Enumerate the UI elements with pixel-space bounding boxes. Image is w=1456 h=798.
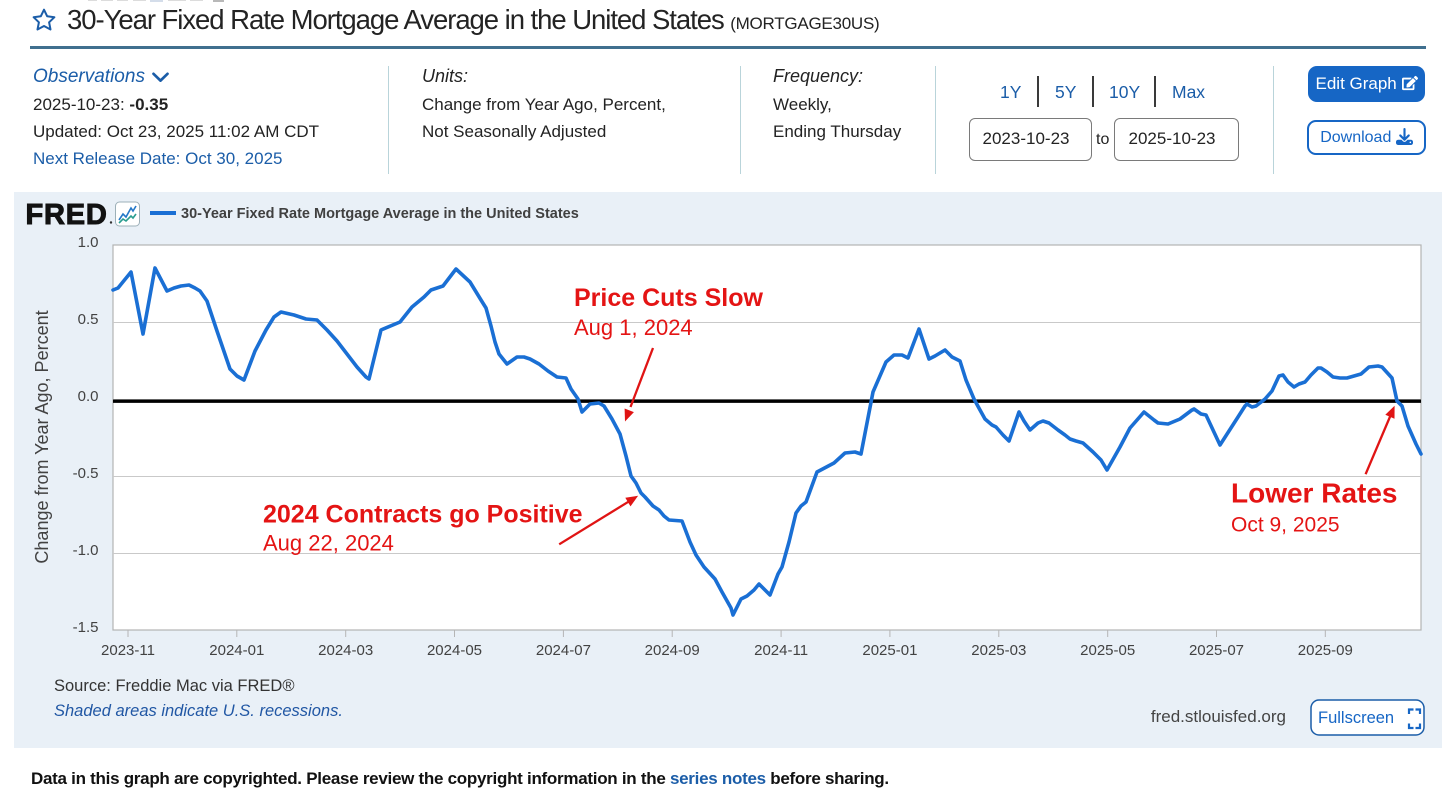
svg-text:2024-05: 2024-05 (427, 642, 482, 659)
svg-text:30-Year Fixed Rate Mortgage Av: 30-Year Fixed Rate Mortgage Average in t… (181, 206, 579, 222)
svg-text:Aug 22, 2024: Aug 22, 2024 (263, 531, 394, 556)
svg-text:Oct 9, 2025: Oct 9, 2025 (1231, 514, 1340, 537)
svg-text:-1.0: -1.0 (73, 542, 99, 559)
svg-text:Change from Year Ago, Percent: Change from Year Ago, Percent (32, 310, 52, 563)
svg-text:-1.5: -1.5 (73, 619, 99, 636)
svg-text:2024-01: 2024-01 (209, 642, 264, 659)
svg-text:2024 Contracts go Positive: 2024 Contracts go Positive (263, 501, 583, 529)
svg-text:2024-11: 2024-11 (754, 642, 808, 659)
svg-text:2023-11: 2023-11 (101, 642, 155, 659)
svg-text:1.0: 1.0 (78, 234, 99, 251)
svg-text:FRED: FRED (26, 199, 108, 231)
svg-text:Aug 1, 2024: Aug 1, 2024 (574, 315, 693, 340)
svg-text:Shaded areas indicate U.S. rec: Shaded areas indicate U.S. recessions. (54, 702, 343, 720)
svg-text:2025-03: 2025-03 (971, 642, 1026, 659)
svg-text:Price Cuts Slow: Price Cuts Slow (574, 284, 763, 312)
svg-text:2024-07: 2024-07 (536, 642, 591, 659)
svg-text:2025-09: 2025-09 (1298, 642, 1353, 659)
svg-text:-0.5: -0.5 (73, 465, 99, 482)
svg-text:fred.stlouisfed.org: fred.stlouisfed.org (1151, 707, 1286, 726)
svg-text:2024-09: 2024-09 (645, 642, 700, 659)
svg-text:Source: Freddie Mac via FRED®: Source: Freddie Mac via FRED® (54, 677, 294, 695)
svg-text:2025-07: 2025-07 (1189, 642, 1244, 659)
svg-text:2025-05: 2025-05 (1080, 642, 1135, 659)
svg-text:0.5: 0.5 (78, 311, 99, 328)
svg-text:2024-03: 2024-03 (318, 642, 373, 659)
svg-text:Lower Rates: Lower Rates (1231, 478, 1398, 509)
svg-text:Fullscreen: Fullscreen (1318, 709, 1394, 727)
svg-text:2025-01: 2025-01 (862, 642, 917, 659)
svg-text:0.0: 0.0 (78, 388, 99, 405)
